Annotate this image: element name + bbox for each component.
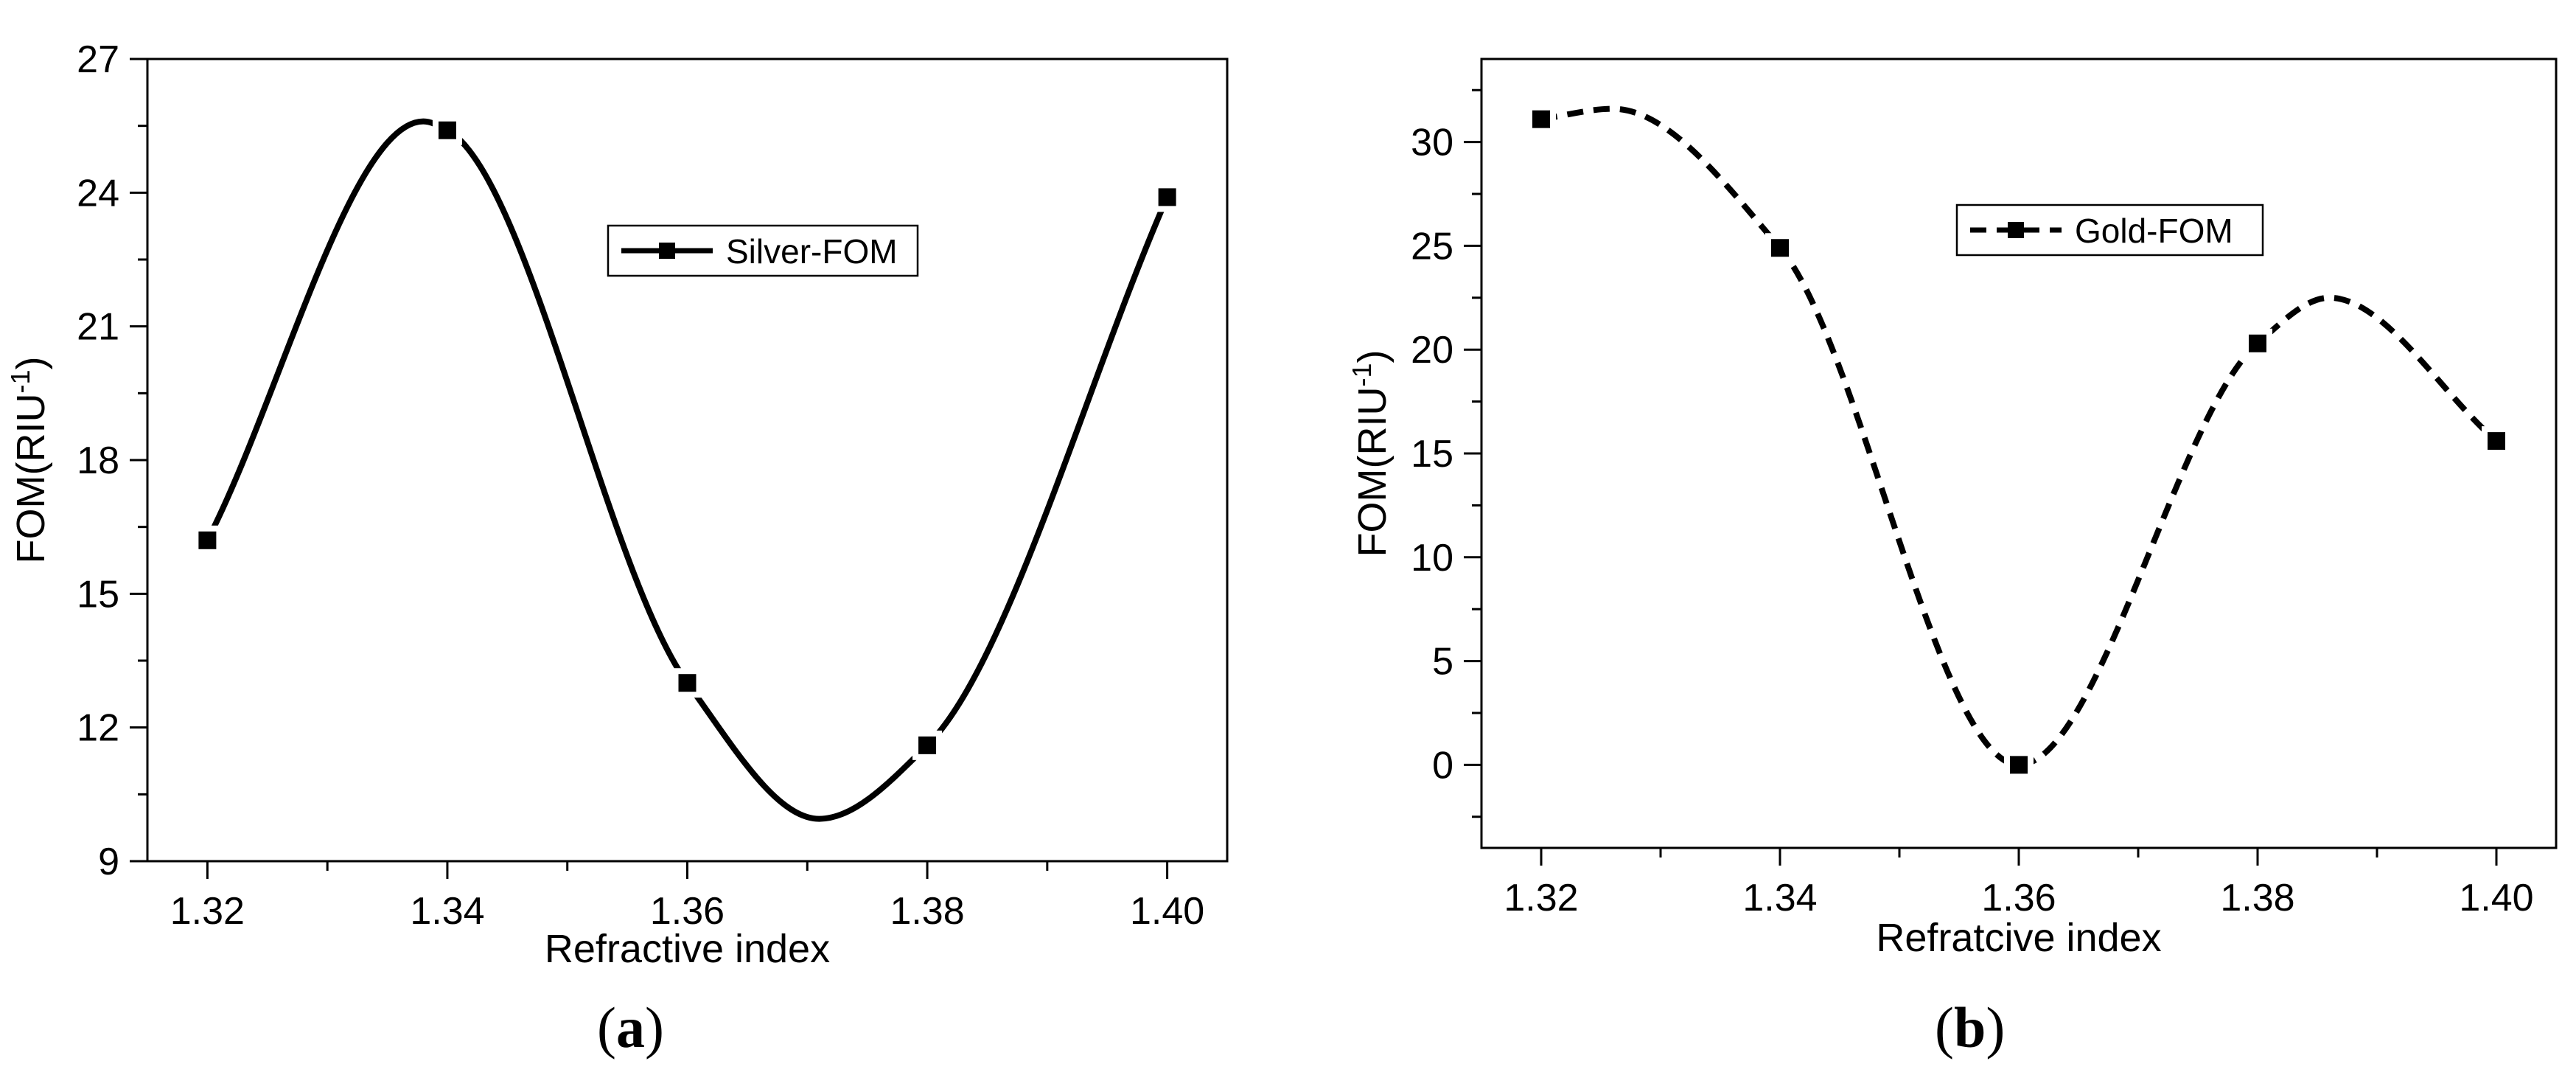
panel-label-open: ( (1935, 995, 1954, 1060)
y-tick-label: 21 (77, 306, 119, 349)
x-tick-label: 1.34 (410, 890, 484, 933)
legend-label: Silver-FOM (726, 232, 898, 271)
y-axis-title-suffix: ) (9, 357, 53, 370)
y-tick-label: 12 (77, 707, 119, 750)
y-tick-label: 27 (77, 38, 119, 81)
data-point (678, 674, 697, 692)
legend-marker-sample (2008, 222, 2024, 238)
data-point (198, 531, 217, 549)
chart-panel-a: 1.32 1.34 1.36 1.38 1.40 9 12 15 18 21 24 27 Refract… (5, 38, 1229, 1060)
x-tick-label: 1.36 (1981, 877, 2056, 919)
panel-label-letter: a (616, 995, 645, 1060)
y-tick-label: 9 (98, 841, 119, 883)
data-point (2010, 756, 2028, 774)
data-point (1532, 110, 1550, 128)
y-axis-title-main: FOM(RIU (9, 394, 53, 564)
x-tick-label: 1.36 (650, 890, 725, 933)
plot-frame (1480, 58, 2558, 849)
legend: Silver-FOM (607, 224, 919, 277)
x-tick-label: 1.40 (2459, 877, 2533, 919)
x-tick-label: 1.32 (1504, 877, 1578, 919)
chart-panel-b: 1.32 1.34 1.36 1.38 1.40 0 5 10 15 20 25 30 Refratci… (1347, 58, 2558, 1060)
data-point (918, 736, 937, 754)
x-axis-title: Refractive index (545, 927, 830, 971)
data-point (1771, 239, 1789, 257)
y-tick-label: 24 (77, 172, 119, 215)
panel-label: (a) (597, 995, 664, 1060)
panel-label-letter: b (1954, 995, 1986, 1060)
x-tick-label: 1.38 (2220, 877, 2294, 919)
y-axis-title-main: FOM(RIU (1350, 387, 1395, 557)
y-axis-title-superscript: -1 (5, 370, 35, 394)
x-axis-title: Refratcive index (1876, 916, 2161, 960)
data-point (1158, 188, 1176, 206)
y-axis-title: FOM(RIU-1) (5, 357, 54, 564)
y-tick-label: 0 (1432, 744, 1453, 787)
y-axis-title-suffix: ) (1350, 350, 1395, 363)
x-tick-label: 1.40 (1130, 890, 1204, 933)
data-point (2488, 432, 2505, 450)
y-axis-title-superscript: -1 (1347, 363, 1377, 387)
panel-label: (b) (1935, 995, 2005, 1060)
data-point (2249, 334, 2266, 352)
y-tick-label: 15 (1411, 433, 1453, 476)
y-tick-label: 10 (1411, 537, 1453, 580)
panel-label-close: ) (1986, 995, 2005, 1060)
data-point (438, 121, 456, 139)
y-tick-label: 5 (1432, 641, 1453, 683)
y-tick-label: 30 (1411, 122, 1453, 164)
y-tick-label: 20 (1411, 329, 1453, 372)
panel-label-close: ) (645, 995, 664, 1060)
y-tick-label: 25 (1411, 225, 1453, 268)
legend-marker-sample (659, 243, 675, 259)
series-line (1540, 105, 2499, 768)
y-tick-label: 18 (77, 439, 119, 482)
panel-label-open: ( (597, 995, 616, 1060)
x-tick-label: 1.34 (1742, 877, 1817, 919)
x-tick-label: 1.32 (170, 890, 245, 933)
x-tick-label: 1.38 (890, 890, 964, 933)
series-line (204, 118, 1170, 822)
legend: Gold-FOM (1955, 203, 2264, 257)
y-axis-title: FOM(RIU-1) (1347, 350, 1395, 557)
legend-label: Gold-FOM (2075, 212, 2233, 250)
y-tick-label: 15 (77, 573, 119, 616)
